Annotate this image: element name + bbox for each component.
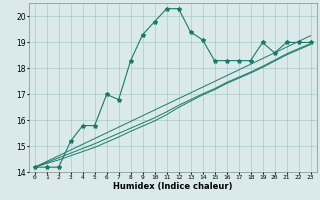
X-axis label: Humidex (Indice chaleur): Humidex (Indice chaleur): [113, 182, 232, 191]
